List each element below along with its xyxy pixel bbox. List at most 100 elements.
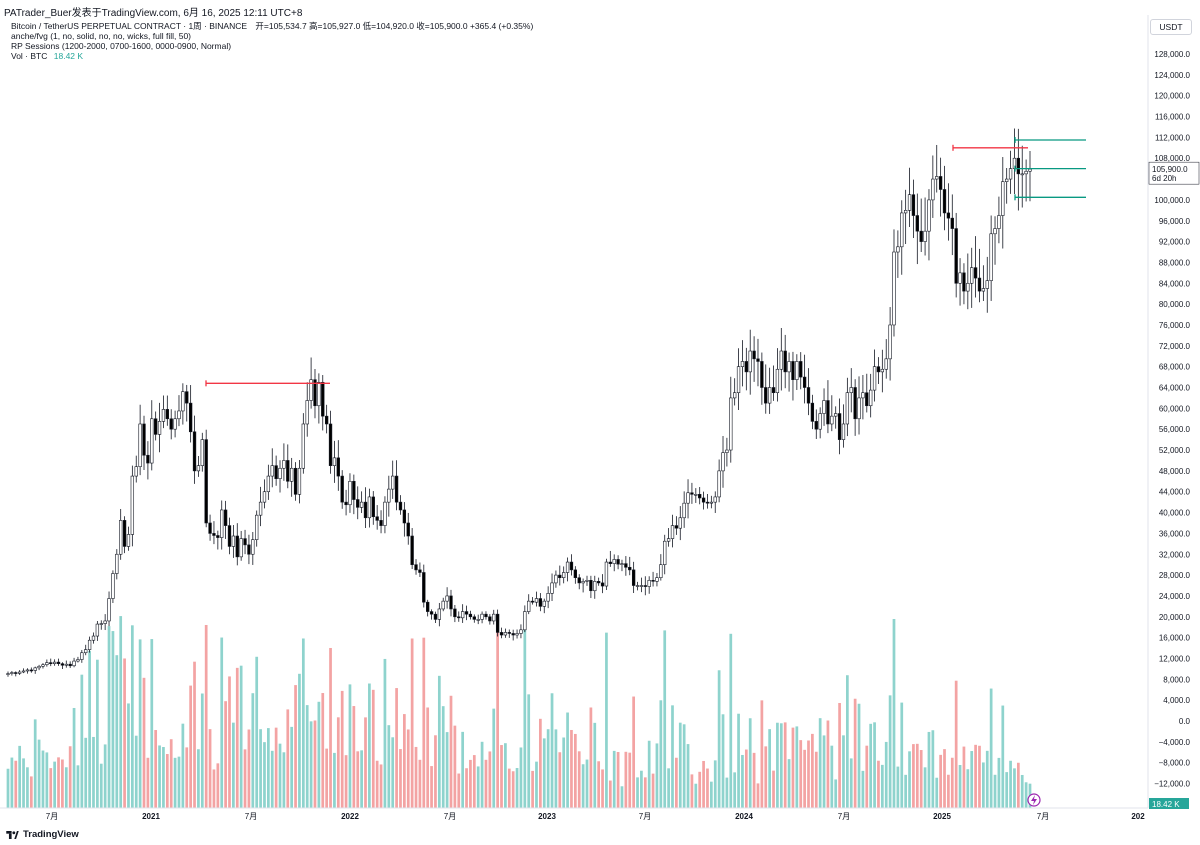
candle bbox=[33, 666, 37, 674]
price-axis-label: 16,000.0 bbox=[1159, 634, 1191, 643]
candle bbox=[919, 198, 923, 252]
candle bbox=[884, 339, 888, 379]
volume-bar bbox=[954, 680, 958, 808]
volume-bar bbox=[908, 751, 911, 808]
tradingview-wordmark: TradingView bbox=[23, 829, 79, 840]
candle bbox=[398, 495, 403, 515]
volume-bar bbox=[884, 741, 888, 808]
volume-bar bbox=[787, 759, 791, 808]
candle bbox=[255, 510, 259, 547]
volume-bar bbox=[978, 745, 981, 808]
volume-bar bbox=[282, 752, 286, 808]
volume-bar bbox=[523, 628, 527, 808]
candle bbox=[266, 464, 271, 500]
candle bbox=[589, 575, 593, 599]
candle bbox=[907, 167, 912, 228]
currency-selector[interactable]: USDT bbox=[1150, 19, 1192, 35]
volume-bar bbox=[912, 744, 915, 808]
volume-bar bbox=[476, 766, 480, 808]
volume-bar bbox=[985, 750, 989, 808]
volume-bar bbox=[64, 767, 68, 808]
price-axis-label: 28,000.0 bbox=[1159, 571, 1191, 580]
volume-bar bbox=[779, 723, 783, 808]
volume-bar bbox=[403, 714, 406, 808]
volume-bar bbox=[756, 783, 760, 808]
volume-bar bbox=[255, 656, 259, 808]
candle bbox=[115, 549, 119, 580]
candle bbox=[200, 432, 204, 472]
volume-bar bbox=[371, 689, 375, 808]
volume-bar bbox=[507, 768, 511, 808]
volume-bar bbox=[29, 776, 33, 808]
volume-bar bbox=[274, 727, 278, 808]
price-axis[interactable]: 128,000.0 124,000.0 120,000.0 116,000.0 112,… bbox=[1154, 50, 1190, 789]
candle bbox=[340, 470, 344, 509]
volume-bar bbox=[663, 630, 667, 808]
volume-bar bbox=[356, 751, 360, 808]
volume-bar bbox=[694, 783, 698, 808]
volume-bar bbox=[865, 745, 869, 808]
volume-bar bbox=[659, 700, 663, 808]
symbol-row[interactable]: Bitcoin / TetherUS PERPETUAL CONTRACT · … bbox=[11, 21, 533, 31]
candle bbox=[6, 671, 10, 677]
volume-bar bbox=[647, 740, 651, 808]
volume-bar bbox=[888, 695, 892, 808]
volume-bar bbox=[72, 707, 76, 808]
volume-bar bbox=[123, 658, 126, 808]
tradingview-logo[interactable]: TradingView bbox=[6, 829, 79, 840]
volume-bar bbox=[869, 723, 873, 808]
candle bbox=[21, 668, 26, 674]
volume-bar bbox=[399, 749, 402, 808]
volume-bar bbox=[515, 768, 519, 808]
volume-bar bbox=[698, 771, 702, 808]
candle bbox=[134, 455, 138, 483]
volume-bar bbox=[550, 693, 554, 808]
volume-bar bbox=[822, 735, 826, 808]
volume-bar bbox=[325, 748, 329, 808]
volume-bar bbox=[336, 717, 340, 808]
symbol-title: Bitcoin / TetherUS PERPETUAL CONTRACT · … bbox=[11, 21, 248, 31]
volume-bar bbox=[562, 737, 566, 808]
candle bbox=[72, 657, 76, 668]
candle bbox=[460, 604, 465, 623]
volume-bar bbox=[189, 685, 192, 808]
candle bbox=[752, 336, 756, 382]
price-axis-label: 88,000.0 bbox=[1159, 258, 1191, 267]
volume-bar bbox=[939, 754, 942, 808]
price-axis-label: 32,000.0 bbox=[1159, 550, 1191, 559]
time-axis[interactable]: 7月 2021 7月 2022 7月 2023 7月 2024 7月 2025 7月 202 bbox=[46, 812, 1145, 821]
price-axis-label: 56,000.0 bbox=[1159, 425, 1191, 434]
candle bbox=[25, 668, 30, 674]
lightning-icon[interactable] bbox=[1027, 793, 1041, 807]
volume-bar bbox=[935, 777, 939, 808]
candle bbox=[348, 473, 352, 513]
volume-bar bbox=[395, 688, 398, 808]
indicator-fvg[interactable]: anche/fvg (1, no, solid, no, no, wicks, … bbox=[11, 31, 192, 41]
volume-bar bbox=[811, 733, 814, 808]
candle bbox=[80, 649, 84, 663]
volume-bar bbox=[348, 684, 352, 808]
volume-bar bbox=[80, 674, 84, 808]
candle bbox=[99, 620, 103, 630]
price-axis-label: 12,000.0 bbox=[1159, 654, 1191, 663]
candle bbox=[157, 402, 162, 453]
candle bbox=[429, 609, 434, 620]
volume-bar bbox=[744, 749, 748, 808]
volume-bar bbox=[119, 616, 123, 808]
candle bbox=[748, 329, 752, 395]
candle bbox=[379, 510, 383, 534]
indicator-rp-sessions[interactable]: RP Sessions (1200-2000, 0700-1600, 0000-… bbox=[11, 41, 232, 51]
candle bbox=[336, 440, 340, 491]
volume-legend[interactable]: Vol · BTC 18.42 K bbox=[11, 51, 533, 61]
time-axis-label: 7月 bbox=[444, 812, 456, 821]
volume-bar bbox=[430, 766, 433, 808]
volume-bar bbox=[247, 729, 251, 808]
price-axis-label: 112,000.0 bbox=[1155, 133, 1191, 142]
candle bbox=[631, 561, 636, 593]
volume-bar bbox=[671, 705, 674, 808]
volume-bar bbox=[531, 770, 534, 808]
candle bbox=[313, 369, 317, 419]
candle bbox=[767, 367, 772, 414]
volume-bar bbox=[115, 655, 119, 808]
